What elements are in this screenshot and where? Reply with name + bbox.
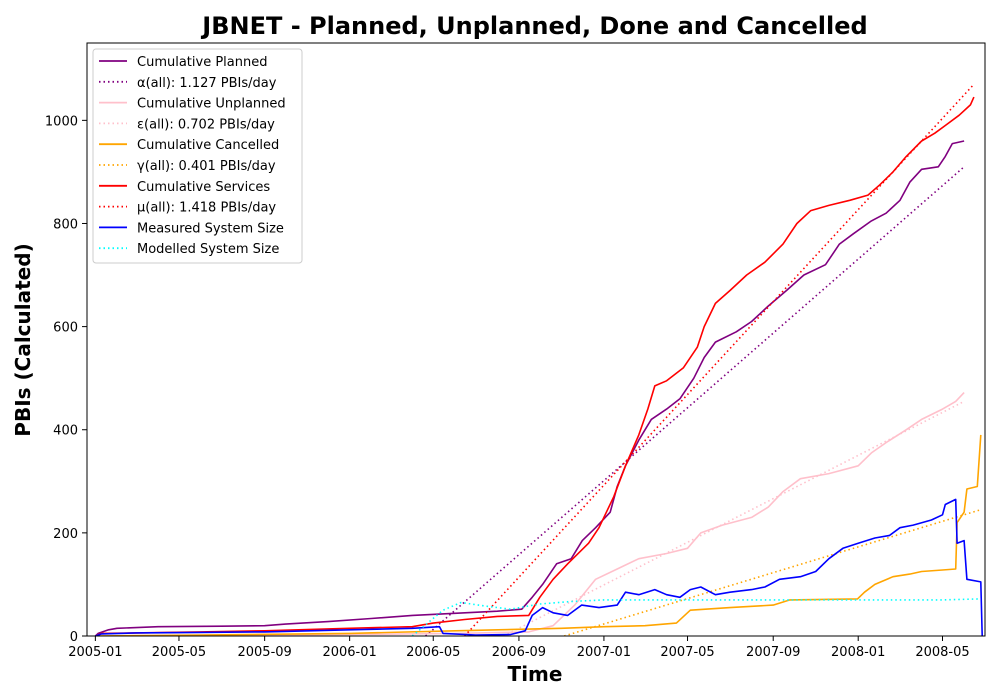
x-axis-label: Time [508, 662, 563, 686]
chart-title: JBNET - Planned, Unplanned, Done and Can… [200, 12, 867, 40]
y-tick-label: 0 [70, 630, 78, 645]
series-line-all-0-401-pbis-day [563, 508, 982, 636]
legend-entry: Measured System Size [137, 221, 284, 236]
y-tick-label: 600 [53, 321, 78, 336]
legend-entry: μ(all): 1.418 PBIs/day [137, 201, 276, 216]
y-tick-label: 1000 [45, 114, 78, 129]
legend: Cumulative Planned α(all): 1.127 PBIs/day… [92, 48, 303, 264]
x-axis: 2005-01 2005-05 2005-09 2006-01 2006-05 2006-… [68, 636, 970, 660]
plot-frame [86, 42, 986, 637]
legend-entry: Cumulative Planned [137, 55, 267, 70]
series-line-cumulative-services [95, 96, 975, 636]
y-axis-label: PBIs (Calculated) [11, 243, 35, 436]
legend-entry: Cumulative Services [137, 180, 270, 195]
y-tick-label: 200 [53, 527, 78, 542]
x-tick-label: 2006-09 [492, 645, 546, 660]
series-line-modelled-system-size [411, 598, 981, 636]
series-line-cumulative-planned [94, 140, 965, 636]
x-tick-label: 2008-05 [915, 645, 969, 660]
x-tick-label: 2005-09 [237, 645, 291, 660]
x-tick-label: 2006-05 [406, 645, 460, 660]
x-tick-label: 2007-09 [746, 645, 800, 660]
x-tick-label: 2007-01 [577, 645, 631, 660]
y-tick-label: 800 [53, 217, 78, 232]
x-tick-label: 2007-05 [660, 645, 714, 660]
plot-area [86, 42, 986, 637]
legend-entry: Modelled System Size [137, 242, 279, 257]
legend-entry: Cumulative Unplanned [137, 97, 286, 112]
series-line-measured-system-size [95, 498, 983, 636]
x-tick-label: 2008-01 [831, 645, 885, 660]
legend-box [92, 48, 303, 264]
x-tick-label: 2006-01 [322, 645, 376, 660]
x-tick-label: 2005-01 [68, 645, 122, 660]
y-tick-label: 400 [53, 424, 78, 439]
legend-entry: γ(all): 0.401 PBIs/day [137, 159, 276, 174]
series-line-all-1-418-pbis-day [464, 83, 975, 636]
series-line-all-0-702-pbis-day [503, 400, 965, 636]
series-line-cumulative-unplanned [95, 392, 965, 636]
series-line-all-1-127-pbis-day [425, 166, 965, 636]
x-tick-label: 2005-05 [152, 645, 206, 660]
legend-entry: ε(all): 0.702 PBIs/day [137, 117, 275, 132]
y-axis: 0 200 400 600 800 1000 [45, 114, 87, 645]
legend-entry: α(all): 1.127 PBIs/day [137, 76, 277, 91]
series-layer [94, 83, 983, 636]
legend-entry: Cumulative Cancelled [137, 138, 279, 153]
